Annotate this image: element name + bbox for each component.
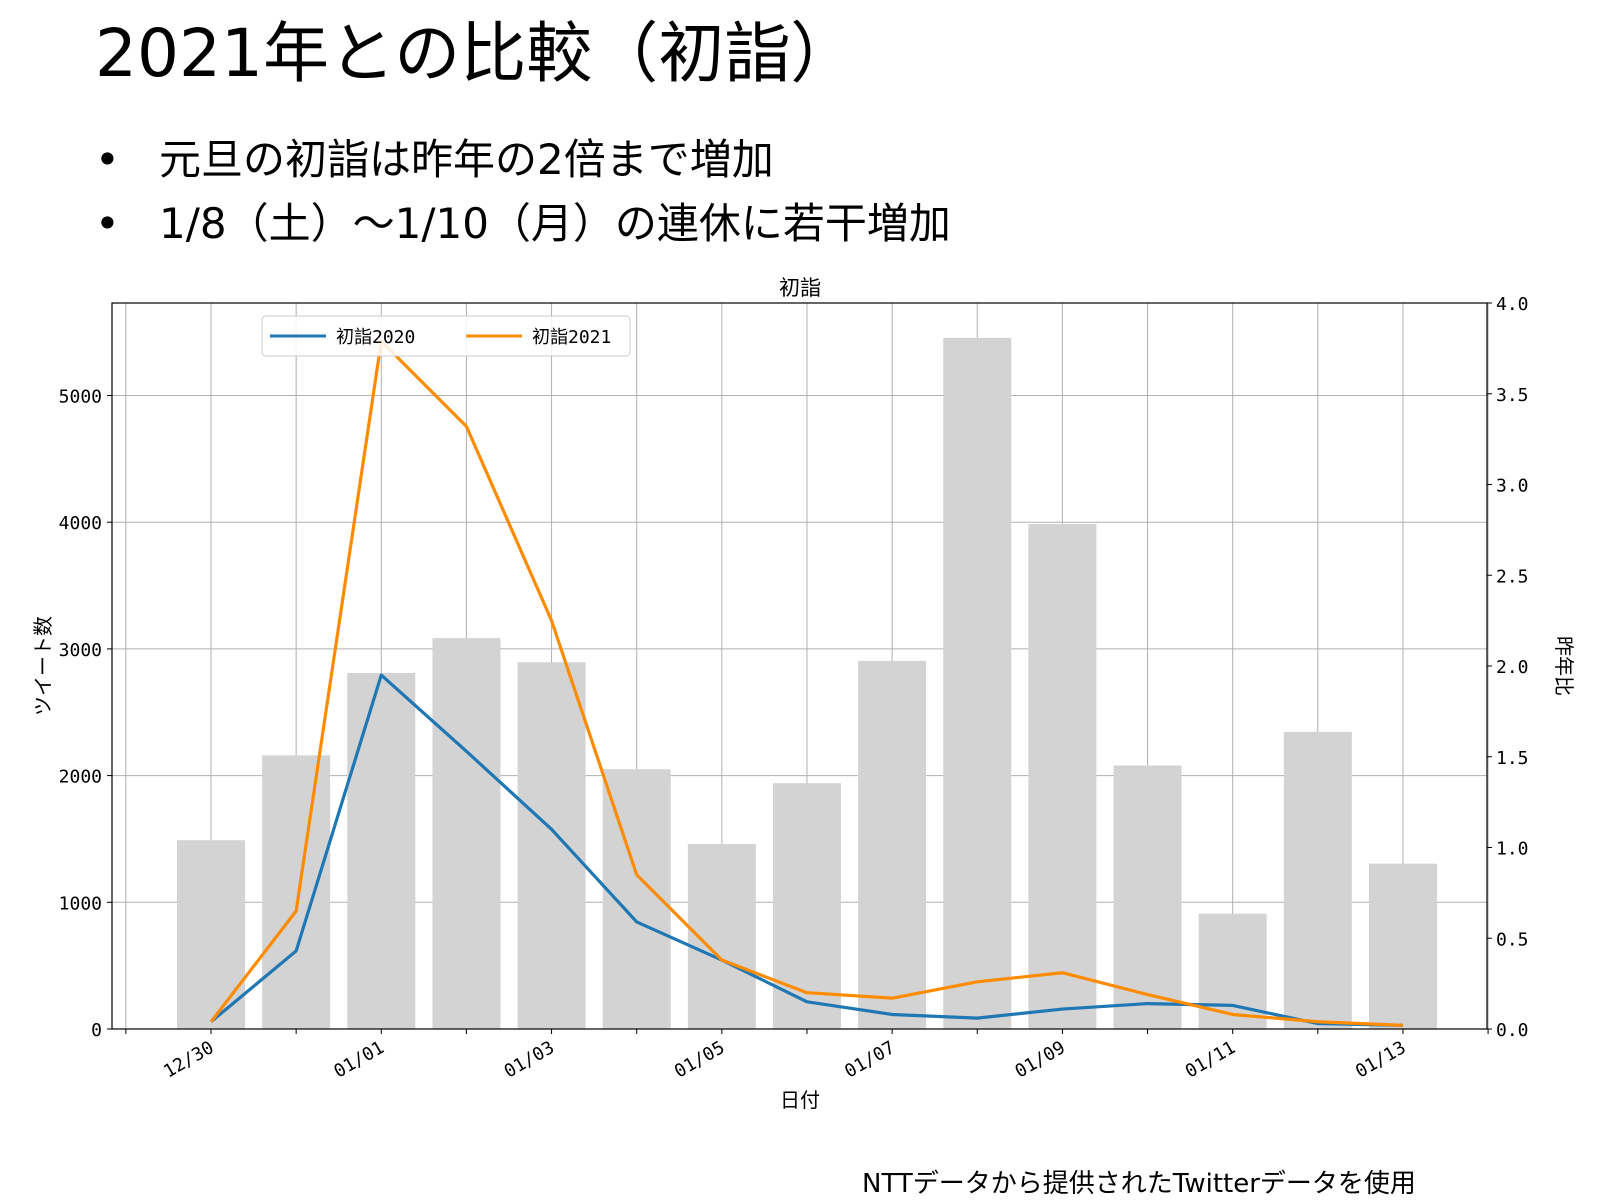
series-line bbox=[209, 339, 1404, 1027]
x-tick-label: 01/07 bbox=[841, 1037, 898, 1082]
y-right-tick-label: 3.0 bbox=[1496, 476, 1529, 497]
bullet-item: • 1/8（土）～1/10（月）の連休に若干増加 bbox=[95, 192, 951, 256]
y-right-tick-label: 2.0 bbox=[1496, 657, 1529, 678]
x-tick-label: 01/11 bbox=[1182, 1037, 1239, 1082]
series-line bbox=[209, 673, 1403, 1027]
bar-group bbox=[177, 337, 1437, 1030]
legend-label-2021: 初詣2021 bbox=[532, 327, 611, 348]
x-axis-label: 日付 bbox=[780, 1088, 820, 1112]
bar bbox=[1028, 524, 1097, 1029]
y-left-tick-label: 3000 bbox=[59, 640, 102, 661]
bullet-marker: • bbox=[95, 135, 120, 184]
x-tick-label: 01/01 bbox=[330, 1037, 387, 1082]
y-right-tick-label: 1.0 bbox=[1496, 839, 1529, 860]
x-tick-label: 01/13 bbox=[1352, 1037, 1409, 1082]
y-axis-left-label: ツイート数 bbox=[31, 616, 55, 716]
chart-title: 初詣 bbox=[779, 276, 821, 300]
y-left-tick-label: 1000 bbox=[59, 893, 102, 914]
bar bbox=[262, 755, 331, 1029]
x-tick-label: 12/30 bbox=[160, 1037, 217, 1082]
y-left-tick-label: 0 bbox=[91, 1020, 102, 1041]
chart: 0 1000 2000 3000 4000 5000 0.0 0.5 1.0 1.5 2.0 2.5 3… bbox=[31, 276, 1576, 1112]
y-right-tick-label: 1.5 bbox=[1496, 748, 1529, 769]
bar bbox=[1283, 731, 1352, 1029]
y-right-tick-label: 2.5 bbox=[1496, 566, 1529, 587]
y-left-tick-label: 4000 bbox=[59, 513, 102, 534]
y-right-tick-label: 0.0 bbox=[1496, 1020, 1529, 1041]
bar bbox=[858, 660, 927, 1029]
legend: 初詣2020 初詣2021 bbox=[261, 315, 631, 357]
slide-title: 2021年との比較（初詣） bbox=[95, 15, 857, 92]
x-tick-label: 01/05 bbox=[671, 1037, 728, 1082]
bar bbox=[1368, 863, 1437, 1029]
bullet-list: • 元旦の初詣は昨年の2倍まで増加 • 1/8（土）～1/10（月）の連休に若干… bbox=[95, 128, 951, 256]
bullet-item: • 元旦の初詣は昨年の2倍まで増加 bbox=[95, 128, 951, 192]
y-axis-right-label: 昨年比 bbox=[1552, 636, 1576, 696]
bar bbox=[347, 672, 416, 1029]
bar bbox=[943, 337, 1012, 1030]
y-right-tick-label: 0.5 bbox=[1496, 929, 1529, 950]
bar bbox=[517, 662, 586, 1029]
bar bbox=[772, 783, 841, 1029]
bar bbox=[1113, 765, 1182, 1029]
bullet-text: 1/8（土）～1/10（月）の連休に若干増加 bbox=[159, 199, 951, 248]
legend-box bbox=[261, 315, 631, 357]
line-group bbox=[209, 339, 1404, 1027]
y-left-tick-label: 5000 bbox=[59, 386, 102, 407]
bullet-text: 元旦の初詣は昨年の2倍まで増加 bbox=[159, 135, 774, 184]
source-note: NTTデータから提供されたTwitterデータを使用 bbox=[862, 1169, 1416, 1199]
legend-label-2020: 初詣2020 bbox=[336, 327, 415, 348]
y-right-tick-label: 4.0 bbox=[1496, 294, 1529, 315]
x-tick-label: 01/03 bbox=[501, 1037, 558, 1082]
bar bbox=[432, 638, 501, 1029]
y-left-tick-label: 2000 bbox=[59, 767, 102, 788]
bullet-marker: • bbox=[95, 199, 120, 248]
x-tick-label: 01/09 bbox=[1011, 1037, 1068, 1082]
y-right-tick-label: 3.5 bbox=[1496, 385, 1529, 406]
bar bbox=[177, 840, 245, 1029]
